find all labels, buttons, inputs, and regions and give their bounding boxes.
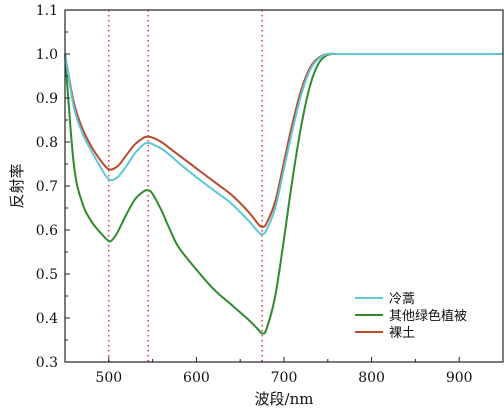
x-tick-label-700: 700 bbox=[271, 370, 298, 386]
series-line-2 bbox=[64, 52, 503, 335]
reference-lines bbox=[108, 10, 263, 362]
series-line-1 bbox=[64, 52, 503, 236]
y-tick-label-0.3: 0.3 bbox=[36, 355, 58, 371]
x-tick-label-600: 600 bbox=[183, 370, 210, 386]
y-tick-label-1: 1.0 bbox=[36, 47, 58, 63]
y-tick-label-1.1: 1.1 bbox=[36, 3, 58, 19]
x-tick-label-500: 500 bbox=[95, 370, 122, 386]
y-tick-label-0.5: 0.5 bbox=[36, 267, 58, 283]
legend-label-3: 裸土 bbox=[389, 326, 415, 341]
legend-label-1: 冷蒿 bbox=[389, 292, 415, 307]
y-tick-label-0.8: 0.8 bbox=[36, 135, 58, 151]
x-tick-label-800: 800 bbox=[358, 370, 385, 386]
legend-label-2: 其他绿色植被 bbox=[389, 308, 467, 324]
y-tick-label-0.7: 0.7 bbox=[36, 179, 58, 195]
y-tick-label-0.6: 0.6 bbox=[36, 223, 58, 239]
y-tick-label-0.4: 0.4 bbox=[36, 311, 58, 327]
series-lines bbox=[64, 52, 503, 335]
y-axis-label: 反射率 bbox=[8, 163, 26, 208]
x-tick-label-900: 900 bbox=[446, 370, 473, 386]
y-tick-label-0.9: 0.9 bbox=[36, 91, 58, 107]
x-axis-label: 波段/nm bbox=[255, 390, 314, 408]
axis-ticks: 500 600 700 800 900 0.3 0.4 0.5 0.6 0.7 0.8 0.9 1.0 1… bbox=[36, 3, 504, 386]
series-line-3 bbox=[64, 52, 503, 228]
